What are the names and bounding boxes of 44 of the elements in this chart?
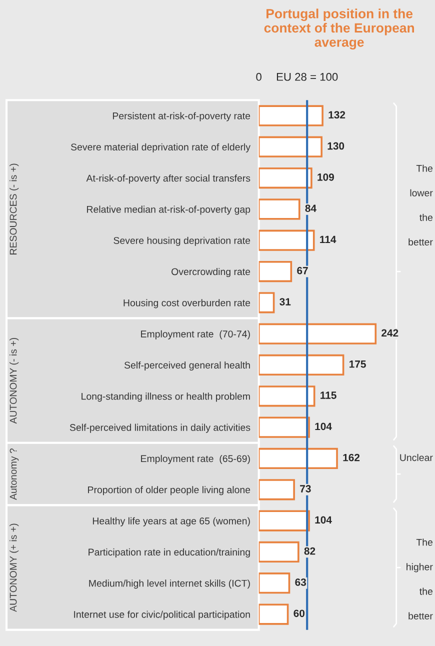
y-tick-label: At-risk-of-poverty after social transfers (86, 174, 250, 184)
data-label: 73 (300, 485, 311, 492)
data-label: 114 (320, 236, 336, 244)
y-tick-label: Self-perceived general health (124, 361, 250, 371)
data-label: 162 (343, 454, 360, 462)
y-tick-label: Housing cost overburden rate (124, 299, 250, 308)
data-label: 132 (328, 111, 346, 119)
text: 0 (256, 72, 262, 81)
y-tick-label: Proportion of older people living alone (88, 486, 250, 496)
y-tick-label: Self-perceived limitations in daily activities (70, 424, 250, 433)
data-label: 84 (305, 204, 316, 212)
data-label: 82 (304, 547, 316, 555)
data-label: 60 (294, 610, 304, 618)
y-tick-label: Relative median at-risk-of-poverty gap (87, 206, 250, 215)
y-tick-label: Employment rate (70-74) (141, 330, 250, 340)
data-label: 175 (350, 360, 366, 368)
ref-line-label: EU 28 = 100 (276, 72, 338, 81)
y-tick-label: Long-standing illness or health problem (82, 392, 250, 402)
text: RESOURCES (- is +) (10, 164, 19, 254)
data-label: 115 (320, 392, 336, 399)
data-label: 109 (318, 173, 334, 181)
data-label: 31 (280, 298, 291, 306)
data-label: 63 (295, 578, 306, 586)
text: AUTONOMY (+ is +) (10, 524, 19, 612)
chart-title: Portugal position in the context of the European average (264, 8, 414, 50)
text: Unclear (400, 454, 433, 462)
text: Autonomy ? (10, 448, 19, 500)
y-tick-label: Overcrowding rate (172, 268, 250, 278)
y-tick-label: Severe material deprivation rate of elderly (70, 143, 250, 152)
y-tick-label: Employment rate (65-69) (141, 454, 250, 464)
data-label: 242 (382, 329, 398, 337)
data-label: 130 (328, 142, 344, 150)
y-tick-label: Healthy life years at age 65 (women) (92, 517, 250, 526)
y-tick-label: Participation rate in education/training (88, 548, 250, 558)
data-label: 67 (297, 266, 308, 274)
y-tick-label: Medium/high level internet skills (ICT) (89, 580, 250, 589)
data-label: 104 (315, 516, 332, 524)
y-tick-label: Persistent at-risk-of-poverty rate (112, 112, 250, 122)
y-tick-label: Severe housing deprivation rate (114, 236, 250, 246)
data-label: 104 (315, 422, 332, 430)
text: The lower the better (408, 164, 433, 246)
y-tick-label: Internet use for civic/political participation (74, 610, 250, 620)
text: AUTONOMY (- is +) (10, 338, 19, 424)
text: The higher the better (406, 538, 433, 620)
